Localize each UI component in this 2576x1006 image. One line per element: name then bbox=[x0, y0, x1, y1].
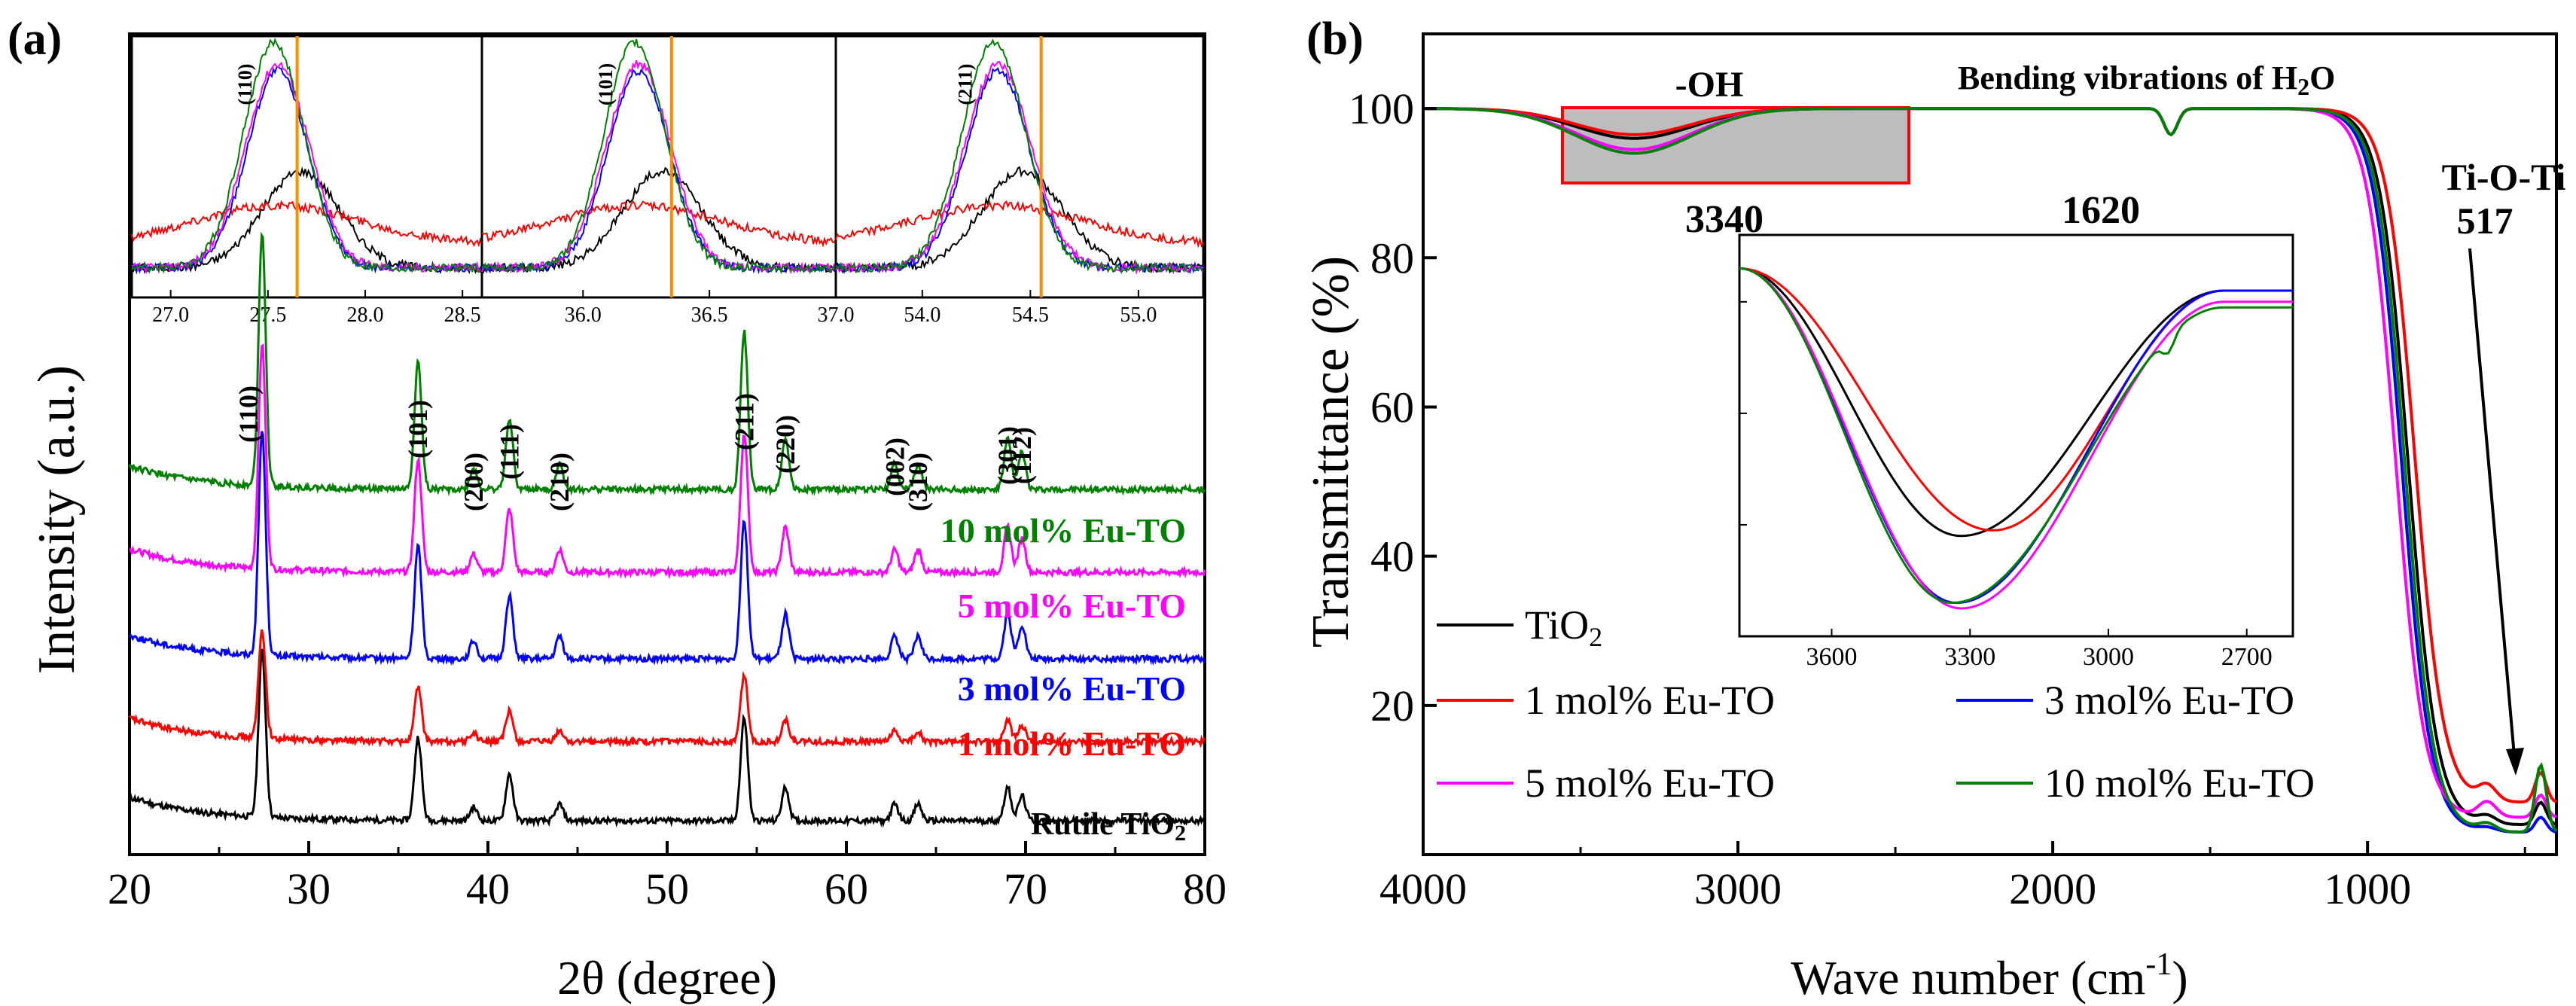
xrd-legend-3: 5 mol% Eu-TO bbox=[958, 587, 1186, 625]
xrd-inset-frame-1 bbox=[480, 35, 837, 299]
xrd-series-1 bbox=[128, 629, 1206, 749]
xrd-inset-0-tick-label-2: 28.0 bbox=[347, 303, 384, 327]
hkl-label-8: (310) bbox=[903, 453, 933, 511]
ftir-xtick-label-3: 1000 bbox=[2324, 864, 2411, 913]
ftir-inset-tick-label-0: 3600 bbox=[1806, 643, 1858, 671]
ftir-legend-label-0: TiO2 bbox=[1525, 602, 1602, 652]
xrd-series-3 bbox=[129, 343, 1206, 580]
panel-b-label: (b) bbox=[1306, 14, 1364, 65]
xrd-inset-0-series-1 bbox=[131, 200, 483, 248]
ftir-ytick-label-1: 40 bbox=[1370, 532, 1414, 581]
hkl-label-4: (210) bbox=[544, 453, 575, 511]
panel-a: (a) (110) 27.0 27.5 28.0 28.5 (101) 36.0 36.5 37… bbox=[8, 14, 1227, 1004]
xrd-inset-1-tick-label-0: 36.0 bbox=[565, 303, 602, 327]
hkl-label-9: (301) bbox=[992, 426, 1023, 485]
peak-517-arrow bbox=[2468, 248, 2517, 765]
xrd-inset-0-tick-label-0: 27.0 bbox=[152, 303, 189, 327]
xrd-legend-1: 1 mol% Eu-TO bbox=[958, 724, 1186, 763]
peak-517-label: 517 bbox=[2457, 200, 2514, 242]
ftir-inset-frame bbox=[1738, 233, 2294, 638]
hkl-label-1: (101) bbox=[403, 400, 433, 459]
xrd-inset-hkl-2: (211) bbox=[954, 64, 976, 105]
ftir-legend-label-4: 10 mol% Eu-TO bbox=[2044, 761, 2315, 806]
hkl-label-2: (200) bbox=[459, 453, 489, 511]
hkl-label-6: (220) bbox=[770, 415, 800, 474]
xrd-inset-0-tick-label-3: 28.5 bbox=[444, 303, 481, 327]
bending-label: Bending vibrations of H2O bbox=[1958, 59, 2335, 100]
oh-region-box bbox=[1561, 106, 1910, 184]
hkl-label-0: (110) bbox=[233, 386, 264, 443]
xrd-xtick-label-4: 60 bbox=[825, 864, 868, 913]
ftir-inset-series-3 bbox=[1739, 267, 2293, 610]
xrd-x-axis: 20 30 40 50 60 70 80 bbox=[108, 841, 1227, 913]
ftir-xlabel: Wave number (cm-1) bbox=[1791, 947, 2187, 1004]
ftir-inset-series-4 bbox=[1739, 267, 2293, 605]
panel-a-label: (a) bbox=[8, 14, 62, 65]
xrd-inset-0-series-4 bbox=[131, 38, 483, 274]
xrd-xtick-label-3: 50 bbox=[645, 864, 689, 913]
xrd-inset-2-series-1 bbox=[835, 200, 1204, 248]
ftir-series-4 bbox=[1423, 107, 2558, 834]
xrd-legend-4: 10 mol% Eu-TO bbox=[940, 511, 1186, 550]
oh-label: -OH bbox=[1675, 65, 1744, 105]
xrd-series-4 bbox=[128, 231, 1206, 497]
xrd-inset-1-tick-label-2: 37.0 bbox=[818, 303, 855, 327]
xrd-inset-1-series-4 bbox=[481, 38, 837, 275]
xrd-inset-frame-0 bbox=[130, 35, 483, 299]
xrd-curves bbox=[128, 231, 1206, 828]
xrd-inset-1-tick-label-1: 36.5 bbox=[691, 303, 728, 327]
ftir-ytick-label-4: 100 bbox=[1349, 84, 1414, 133]
ftir-ytick-label-3: 80 bbox=[1370, 233, 1414, 282]
ftir-curves bbox=[1422, 107, 2558, 834]
ftir-legend-label-2: 3 mol% Eu-TO bbox=[2044, 678, 2294, 723]
panel-b: (b) -OH Bending vibrations of H2O 3340 1… bbox=[1302, 14, 2566, 1004]
xrd-series-0 bbox=[128, 648, 1206, 828]
ftir-inset: 3600 3300 3000 2700 bbox=[1738, 233, 2294, 671]
hkl-label-5: (211) bbox=[729, 393, 759, 450]
xrd-xtick-label-1: 30 bbox=[287, 864, 331, 913]
hkl-labels: (110) (101) (200)(111) (210) (211) (220) (002)… bbox=[233, 386, 1037, 511]
hkl-label-10: (112) bbox=[1007, 427, 1037, 484]
ftir-ylabel: Transmittance (%) bbox=[1302, 256, 1360, 648]
xrd-xlabel: 2θ (degree) bbox=[557, 951, 777, 1004]
xrd-inset-2-tick-label-0: 54.0 bbox=[904, 303, 940, 327]
ftir-xtick-label-0: 4000 bbox=[1379, 864, 1467, 913]
tioti-label: Ti-O-Ti bbox=[2442, 156, 2566, 198]
xrd-legend-0: Rutile TiO2 bbox=[1031, 807, 1186, 846]
xrd-inset-2-tick-label-2: 55.0 bbox=[1120, 303, 1157, 327]
ftir-inset-tick-label-1: 3300 bbox=[1944, 643, 1995, 671]
ftir-legend-label-3: 5 mol% Eu-TO bbox=[1525, 761, 1775, 806]
panel-a-insets: (110) 27.0 27.5 28.0 28.5 (101) 36.0 36.5 37.0 (2… bbox=[130, 35, 1205, 327]
xrd-inset-2-series-4 bbox=[835, 38, 1204, 273]
xrd-inset-2-tick-label-1: 54.5 bbox=[1012, 303, 1049, 327]
xrd-inset-0-series-3 bbox=[131, 61, 483, 275]
ftir-xtick-label-1: 3000 bbox=[1694, 864, 1782, 913]
xrd-xtick-label-2: 40 bbox=[466, 864, 510, 913]
xrd-xtick-label-6: 80 bbox=[1183, 864, 1227, 913]
xrd-ylabel: Intensity (a.u.) bbox=[28, 365, 86, 674]
ftir-inset-tick-label-3: 2700 bbox=[2221, 643, 2273, 671]
ftir-legend-label-1: 1 mol% Eu-TO bbox=[1525, 678, 1775, 723]
xrd-series-2 bbox=[128, 431, 1206, 666]
xrd-legend-2: 3 mol% Eu-TO bbox=[958, 669, 1186, 708]
xrd-legend: Rutile TiO2 1 mol% Eu-TO 3 mol% Eu-TO 5 mol… bbox=[940, 511, 1186, 846]
ftir-xtick-label-2: 2000 bbox=[2009, 864, 2096, 913]
ftir-ytick-label-0: 20 bbox=[1370, 681, 1414, 730]
hkl-label-3: (111) bbox=[495, 424, 525, 480]
xrd-inset-hkl-1: (101) bbox=[595, 63, 617, 105]
ftir-legend: TiO2 1 mol% Eu-TO 3 mol% Eu-TO 5 mol% Eu-TO… bbox=[1437, 602, 2315, 806]
xrd-xtick-label-5: 70 bbox=[1004, 864, 1047, 913]
ftir-ytick-label-2: 60 bbox=[1370, 383, 1414, 431]
xrd-xtick-label-0: 20 bbox=[108, 864, 151, 913]
xrd-inset-0-tick-label-1: 27.5 bbox=[249, 303, 286, 327]
xrd-inset-1-series-1 bbox=[481, 200, 837, 248]
ftir-inset-tick-label-2: 3000 bbox=[2083, 643, 2134, 671]
panel-b-frame bbox=[1422, 32, 2558, 856]
peak-517-arrowhead bbox=[2506, 748, 2524, 776]
ftir-axes: 4000 3000 2000 1000 20 40 60 80 100 bbox=[1349, 84, 2526, 913]
xrd-inset-hkl-0: (110) bbox=[234, 64, 256, 105]
hkl-label-7: (002) bbox=[879, 437, 910, 496]
peak-1620-label: 1620 bbox=[2062, 189, 2140, 232]
